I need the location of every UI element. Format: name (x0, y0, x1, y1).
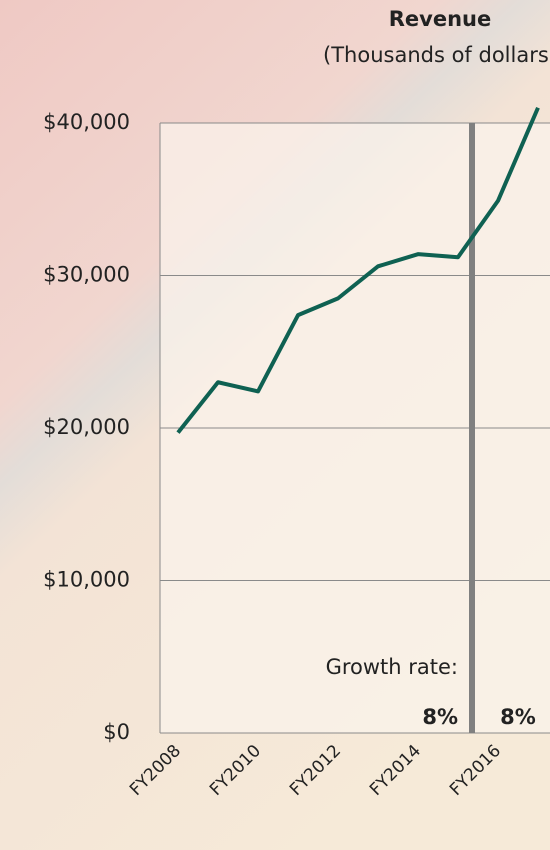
y-tick-label: $10,000 (43, 568, 130, 592)
y-tick-label: $30,000 (43, 263, 130, 287)
annotation: 8% (422, 705, 458, 729)
y-tick-label: $20,000 (43, 415, 130, 439)
annotation: 8% (500, 705, 536, 729)
line-series (176, 106, 540, 434)
annotation: Growth rate: (326, 655, 458, 679)
chart-title: Revenue (389, 7, 492, 31)
y-tick-label: $0 (103, 720, 130, 744)
chart-subtitle: (Thousands of dollars) (323, 43, 550, 67)
y-tick-label: $40,000 (43, 110, 130, 134)
